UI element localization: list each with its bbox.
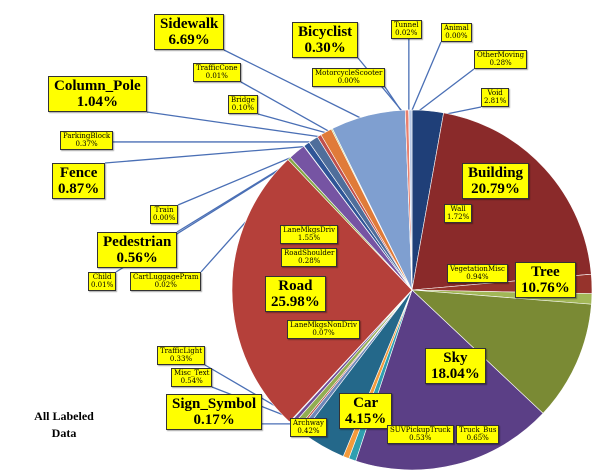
pie-slice-tree [411, 289, 592, 414]
leader-line-trafficcone [240, 81, 336, 136]
slice-label-lanemkgsnondriv: LaneMkgsNonDriv 0.07% [287, 320, 360, 340]
leader-line-column-pole [146, 111, 330, 139]
slice-label-train: Train 0.00% [150, 205, 179, 225]
slice-label-sidewalk: Sidewalk 6.69% [154, 14, 225, 51]
slice-label-animal: Animal 0.00% [441, 23, 472, 43]
slice-label-fence: Fence 0.87% [52, 163, 106, 200]
pie-slice-building [411, 112, 592, 291]
chart-caption: All Labeled Data [28, 408, 100, 442]
leader-line-othermoving [410, 68, 475, 118]
slice-label-trafficlight: TrafficLight 0.33% [157, 346, 206, 366]
slice-label-column-pole: Column_Pole 1.04% [48, 76, 147, 113]
slice-label-truck-bus: Truck_Bus 0.65% [456, 425, 500, 445]
leader-line-bridge [257, 113, 336, 136]
leader-line-fence [104, 144, 318, 164]
slice-label-cartluggagepram: CartLuggagePram 0.02% [130, 272, 202, 292]
slice-label-trafficcone: TrafficCone 0.01% [193, 63, 241, 83]
slice-label-road: Road 25.98% [265, 276, 326, 313]
slice-label-void: Void 2.81% [481, 88, 510, 108]
pie-slices [231, 109, 592, 471]
slice-label-motorcyclescooter: MotorcycleScooter 0.00% [312, 68, 386, 88]
slice-label-roadshoulder: RoadShoulder 0.28% [281, 248, 338, 268]
pie-slice-othermoving [408, 109, 413, 291]
slice-label-bicyclist: Bicyclist 0.30% [292, 22, 359, 59]
slice-label-misc-text: Misc_Text 0.54% [171, 368, 213, 388]
slice-label-parkingblock: ParkingBlock 0.37% [60, 131, 114, 151]
slice-label-sky: Sky 18.04% [425, 348, 486, 385]
slice-label-child: Child 0.01% [88, 272, 117, 292]
slice-label-tunnel: Tunnel 0.02% [391, 20, 422, 40]
leader-line-sidewalk [223, 49, 370, 124]
caption-line-1: All Labeled [34, 409, 94, 423]
slice-label-pedestrian: Pedestrian 0.56% [97, 232, 178, 269]
slice-label-othermoving: OtherMoving 0.28% [474, 50, 528, 70]
slice-label-archway: Archway 0.42% [290, 418, 327, 438]
slice-label-sign-symbol: Sign_Symbol 0.17% [166, 394, 263, 431]
slice-label-suvpickuptruck: SUVPickupTruck 0.53% [387, 425, 454, 445]
caption-line-2: Data [51, 425, 77, 440]
slice-label-building: Building 20.79% [462, 163, 530, 200]
slice-label-bridge: Bridge 0.10% [228, 95, 258, 115]
slice-label-wall: Wall 1.72% [444, 204, 473, 224]
slice-label-lanemkgsdriv: LaneMkgsDriv 1.55% [280, 225, 339, 245]
slice-label-vegetationmisc: VegetationMisc 0.94% [447, 264, 508, 284]
slice-label-car: Car 4.15% [339, 393, 393, 430]
slice-label-tree: Tree 10.76% [515, 262, 576, 299]
leader-line-animal [408, 41, 442, 118]
